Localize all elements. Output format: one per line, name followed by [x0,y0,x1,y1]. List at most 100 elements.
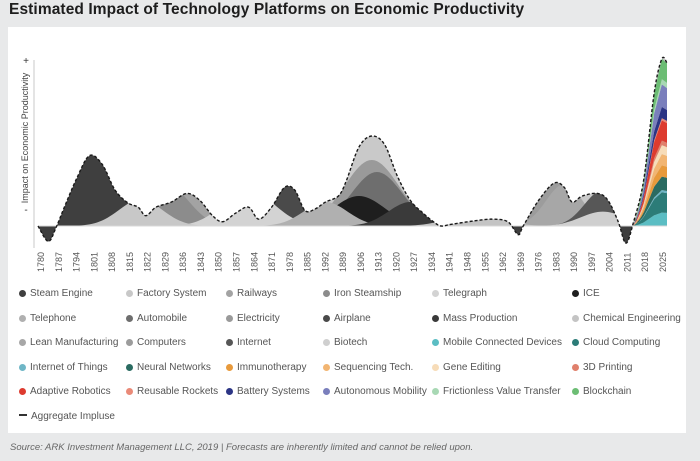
legend-item: Iron Steamship [323,288,401,299]
legend-item: Airplane [323,313,371,324]
legend-item: Adaptive Robotics [19,386,111,397]
legend-item: Telephone [19,313,76,324]
x-tick-label: 1829 [160,252,170,272]
x-tick-label: 1990 [569,252,579,272]
legend-dot-icon [432,388,439,395]
legend-dot-icon [19,290,26,297]
legend-dot-icon [323,290,330,297]
series-area-telephone [38,202,667,226]
legend-item: Internet [226,337,271,348]
series-area-blockchain [623,58,667,226]
series-area-gene-editing [623,145,667,226]
legend-dot-icon [126,314,133,322]
legend-item: Automobile [126,313,187,324]
legend-dot-icon [572,388,579,395]
legend-dot-icon [432,363,439,371]
series-area-ice [38,196,667,226]
series-area-iron-steamship [38,184,667,226]
series-area-computers [38,178,667,226]
source-footer: Source: ARK Investment Management LLC, 2… [10,442,474,453]
x-tick-label: 2025 [658,252,668,272]
legend-dot-icon [19,363,26,371]
series-area-autonomous-mobility [623,84,667,226]
legend-label: Lean Manufacturing [30,337,119,348]
legend-label: Mobile Connected Devices [443,337,562,348]
x-tick-label: 1927 [409,252,419,272]
x-tick-label: 1815 [125,252,135,272]
legend-item: Reusable Rockets [126,386,218,397]
dashed-line-icon [19,414,27,418]
legend-dot-icon [572,314,579,322]
x-tick-label: 1808 [107,252,117,272]
legend-label: Neural Networks [137,361,211,373]
legend-label: Frictionless Value Transfer [443,386,561,397]
legend-label: Adaptive Robotics [30,386,111,397]
legend-dot-icon [432,339,439,346]
legend-dot-icon [323,339,330,346]
x-tick-label: 1941 [445,252,455,272]
x-tick-label: 1962 [498,252,508,272]
legend-label: 3D Printing [583,361,633,373]
x-tick-label: 1983 [551,252,561,272]
legend-item: Sequencing Tech. [323,362,413,373]
legend-item: Gene Editing [432,362,501,373]
legend-item: Computers [126,337,186,348]
x-tick-label: 2018 [640,252,650,272]
legend-label: Sequencing Tech. [334,361,414,373]
legend-item: Aggregate Impluse [19,411,115,422]
series-area-factory-system [38,199,667,226]
x-tick-label: 1850 [214,252,224,272]
x-tick-label: 1857 [231,252,241,272]
legend-label: Aggregate Impluse [31,410,115,422]
legend-label: Immunotherapy [237,361,307,373]
legend-label: Steam Engine [30,288,93,299]
legend-dot-icon [226,363,233,371]
x-tick-label: 1978 [285,252,295,272]
x-tick-label: 1864 [249,252,259,272]
legend-label: Internet of Things [30,361,108,373]
legend-item: Autonomous Mobility [323,386,427,397]
x-tick-label: 1920 [391,252,401,272]
legend-label: Battery Systems [237,386,310,397]
legend-dot-icon [19,388,26,395]
x-tick-label: 1955 [480,252,490,272]
y-axis-plus-label: + [23,56,29,67]
legend-item: Steam Engine [19,288,93,299]
legend-label: Telephone [30,312,77,324]
series-area-mobile-connected-devices [623,212,667,226]
legend-item: Neural Networks [126,362,211,373]
legend-label: Airplane [334,312,371,324]
x-tick-label: 1934 [427,252,437,272]
legend-label: Autonomous Mobility [334,386,427,397]
series-area-adaptive-robotics [623,120,667,226]
legend-item: Internet of Things [19,362,108,373]
legend-dot-icon [19,339,26,346]
legend-label: Internet [237,337,271,348]
legend-item: ICE [572,288,600,299]
legend-item: Electricity [226,313,280,324]
legend-label: Blockchain [583,386,632,397]
legend-item: Blockchain [572,386,631,397]
x-tick-label: 1992 [320,252,330,272]
legend-dot-icon [126,290,133,297]
x-axis-ticks: 1780 1787 1794 1801 1808 1815 1822 1829 1836 1843… [36,252,668,272]
legend-label: Computers [137,337,186,348]
x-tick-label: 1822 [143,252,153,272]
x-tick-label: 1906 [356,252,366,272]
legend-dot-icon [572,339,579,346]
legend-dot-icon [126,339,133,346]
legend-dot-icon [19,314,26,322]
legend-item: Mobile Connected Devices [432,337,562,348]
legend-dot-icon [572,363,579,371]
legend-item: Frictionless Value Transfer [432,386,561,397]
legend-item: Mass Production [432,313,517,324]
series-area-cloud-computing [623,192,667,226]
legend-label: Mass Production [443,312,518,324]
legend-label: ICE [583,288,600,299]
legend-item: Battery Systems [226,386,310,397]
x-tick-label: 1780 [36,252,46,272]
x-tick-label: 1871 [267,252,277,272]
legend-dot-icon [226,290,233,297]
legend-dot-icon [323,314,330,322]
